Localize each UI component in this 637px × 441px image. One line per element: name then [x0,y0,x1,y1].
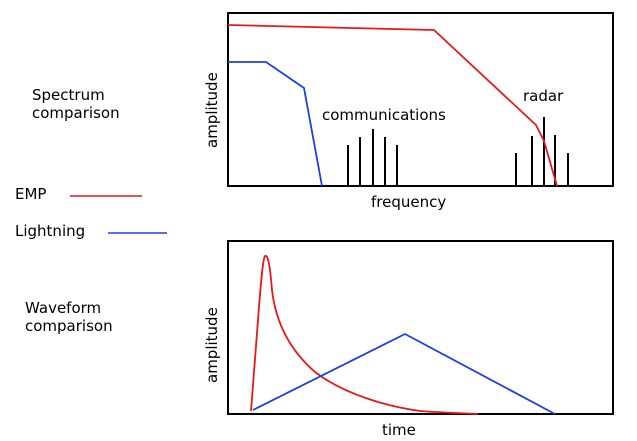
radar-bands [515,117,569,186]
waveform-comparison-label: Waveform comparison [25,299,113,335]
emp-waveform-curve [250,255,479,415]
waveform-label-line1: Waveform [25,299,102,317]
waveform-xlabel: time [382,421,416,439]
spectrum-xlabel: frequency [371,193,446,211]
waveform-label-line2: comparison [25,317,113,335]
legend-lightning-label: Lightning [15,222,86,240]
waveform-plot-frame [227,240,614,415]
communications-annotation: communications [322,106,446,124]
spectrum-label-line2: comparison [32,104,120,122]
communications-bands [347,129,398,186]
radar-annotation: radar [523,87,564,105]
waveform-ylabel: amplitude [203,307,221,383]
spectrum-comparison-label: Spectrum comparison [32,86,120,122]
lightning-spectrum-curve [228,61,323,187]
legend-emp-label: EMP [15,185,47,203]
lightning-waveform-curve [252,333,556,415]
spectrum-plot-frame [227,12,614,187]
emp-spectrum-curve [227,24,558,187]
spectrum-label-line1: Spectrum [32,86,105,104]
spectrum-ylabel: amplitude [203,72,221,148]
